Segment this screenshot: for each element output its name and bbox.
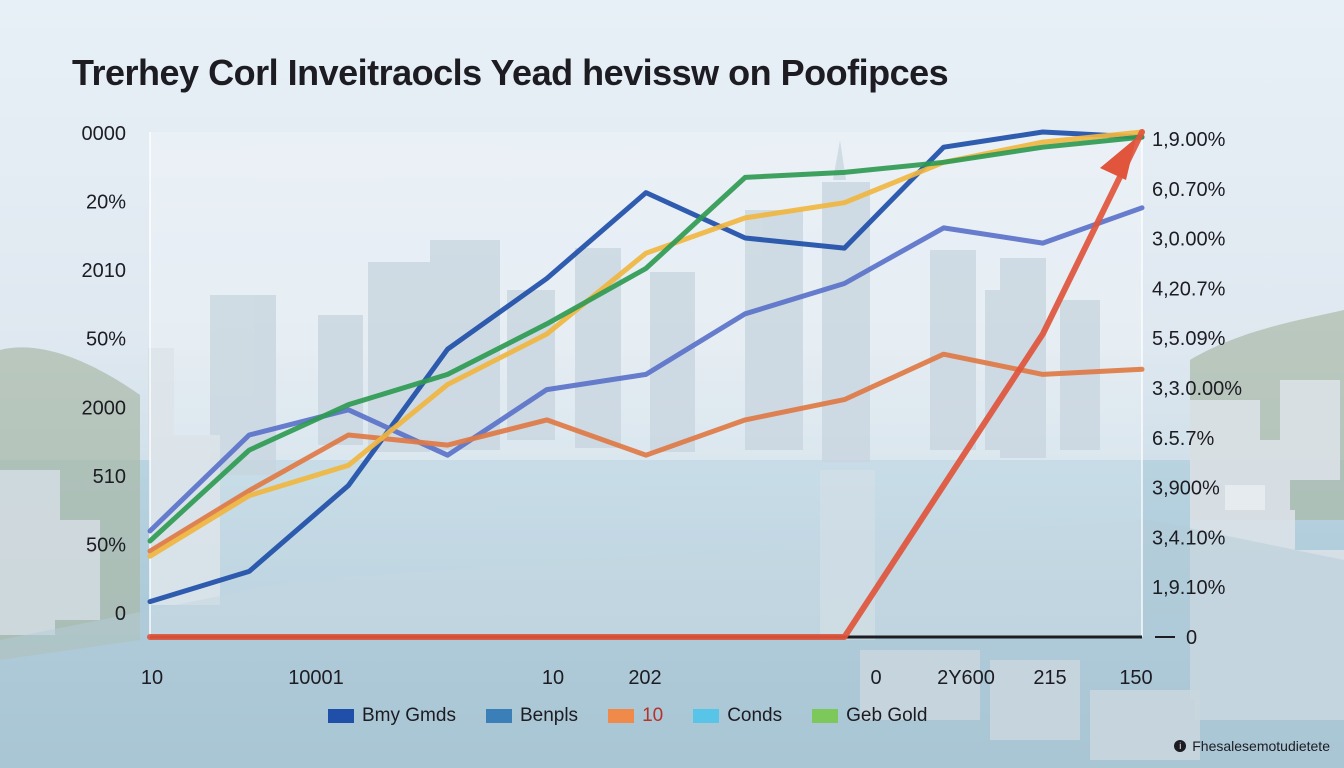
legend-swatch bbox=[608, 709, 635, 723]
legend-item: Geb Gold bbox=[812, 705, 927, 727]
legend-item: 10 bbox=[608, 705, 663, 727]
legend-swatch bbox=[485, 709, 512, 723]
series-line bbox=[147, 129, 1145, 640]
tick-label: 1,9.00% bbox=[1152, 129, 1226, 151]
growth-arrowhead bbox=[1100, 138, 1136, 180]
legend: Bmy Gmds Benpls 10 Conds Geb Gold bbox=[328, 704, 957, 728]
legend-label: Geb Gold bbox=[846, 705, 928, 726]
tick-label: 0000 bbox=[82, 123, 127, 145]
tick-label: 150 bbox=[1119, 667, 1152, 689]
legend-item: Conds bbox=[693, 705, 782, 727]
legend-swatch bbox=[328, 709, 354, 723]
legend-label: 10 bbox=[642, 705, 664, 726]
tick-label: 6,0.70% bbox=[1152, 179, 1226, 201]
legend-swatch bbox=[693, 709, 720, 723]
legend-label: Bmy Gmds bbox=[362, 705, 456, 726]
tick-label: 0 bbox=[870, 667, 881, 689]
tick-label: 20% bbox=[86, 192, 126, 214]
series-line bbox=[147, 351, 1145, 554]
legend-item: Bmy Gmds bbox=[328, 705, 456, 727]
watermark-text: Fhesalesemotudietete bbox=[1192, 738, 1330, 754]
tick-label: 2Y600 bbox=[937, 667, 995, 689]
tick-label: 215 bbox=[1033, 667, 1066, 689]
watermark: i Fhesalesemotudietete bbox=[1174, 738, 1330, 754]
tick-label: 3,900% bbox=[1152, 478, 1220, 500]
legend-item: Benpls bbox=[485, 705, 579, 727]
legend-swatch bbox=[812, 709, 839, 723]
tick-label: 0 bbox=[115, 603, 126, 625]
tick-label: 50% bbox=[86, 534, 126, 556]
series-line bbox=[147, 134, 1145, 544]
tick-label: 10 bbox=[141, 667, 163, 689]
info-icon: i bbox=[1174, 740, 1187, 752]
tick-label: 3,3.0.00% bbox=[1152, 378, 1242, 400]
tick-label: 510 bbox=[93, 466, 126, 488]
tick-label: 0 bbox=[1186, 627, 1197, 649]
tick-label: 4,20.7% bbox=[1152, 278, 1226, 300]
tick-label: 5,5.09% bbox=[1152, 328, 1226, 350]
tick-label: 10 bbox=[542, 667, 564, 689]
tick-label: 10001 bbox=[288, 667, 344, 689]
legend-label: Benpls bbox=[519, 705, 579, 726]
tick-label: 1,9.10% bbox=[1152, 577, 1226, 599]
legend-label: Conds bbox=[727, 705, 783, 726]
tick-label: 3,4.10% bbox=[1152, 527, 1226, 549]
tick-label: 6.5.7% bbox=[1152, 428, 1214, 450]
tick-label: 50% bbox=[86, 329, 126, 351]
chart-title: Trerhey Corl Inveitraocls Yead hevissw o… bbox=[72, 52, 949, 93]
tick-label: 2000 bbox=[82, 397, 127, 419]
tick-label: 3,0.00% bbox=[1152, 229, 1226, 251]
tick-label: 2010 bbox=[82, 260, 127, 282]
tick-label: 202 bbox=[628, 667, 661, 689]
series-line bbox=[147, 129, 1145, 605]
